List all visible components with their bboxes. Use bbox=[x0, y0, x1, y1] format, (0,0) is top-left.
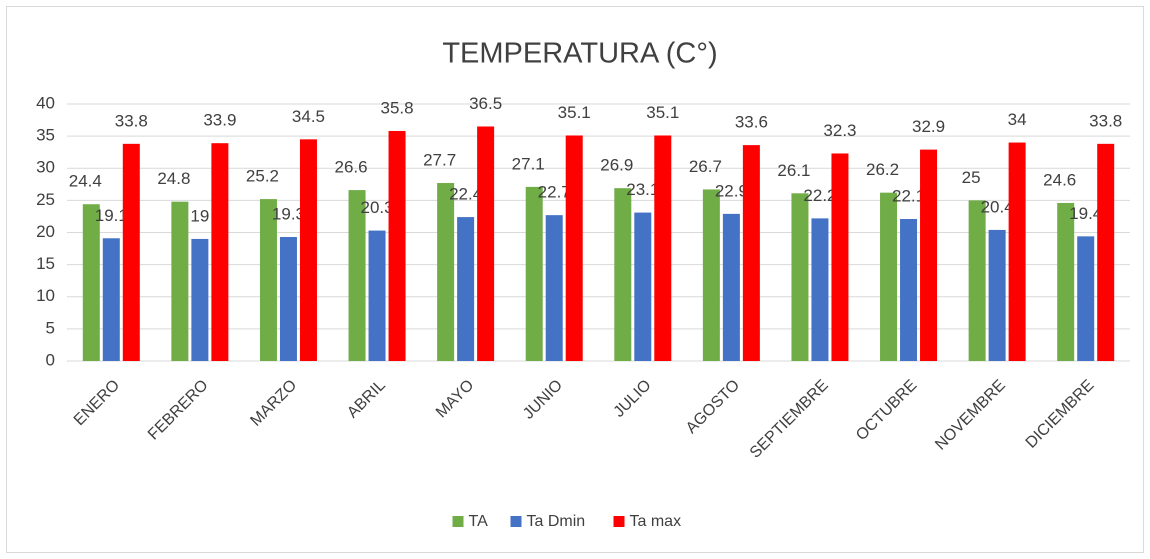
bar bbox=[634, 212, 652, 361]
bar bbox=[122, 143, 140, 361]
bar bbox=[880, 192, 898, 361]
y-tick-label: 0 bbox=[46, 350, 55, 369]
data-label: 25 bbox=[962, 168, 981, 187]
data-label: 36.5 bbox=[469, 94, 502, 113]
data-label: 19.3 bbox=[272, 204, 305, 223]
data-label: 25.2 bbox=[246, 167, 279, 186]
bar bbox=[920, 149, 938, 361]
data-label: 26.1 bbox=[777, 161, 810, 180]
data-label: 27.1 bbox=[512, 154, 545, 173]
data-label: 24.6 bbox=[1043, 170, 1076, 189]
bar bbox=[368, 230, 386, 361]
data-label: 33.8 bbox=[1089, 111, 1122, 130]
bar bbox=[702, 189, 720, 361]
bar bbox=[279, 236, 297, 361]
bar bbox=[171, 201, 189, 361]
bar bbox=[457, 217, 475, 361]
bar bbox=[191, 238, 209, 361]
bar bbox=[299, 139, 317, 361]
y-tick-label: 25 bbox=[36, 190, 55, 209]
bar bbox=[988, 229, 1006, 361]
data-label: 33.8 bbox=[115, 111, 148, 130]
y-tick-label: 20 bbox=[36, 222, 55, 241]
bar bbox=[811, 218, 829, 361]
bar bbox=[102, 238, 120, 361]
data-label: 33.6 bbox=[735, 113, 768, 132]
data-label: 20.3 bbox=[360, 198, 393, 217]
data-label: 20.4 bbox=[981, 197, 1014, 216]
data-label: 32.3 bbox=[823, 121, 856, 140]
bar bbox=[1008, 142, 1026, 361]
bar bbox=[968, 200, 986, 361]
bar bbox=[565, 135, 583, 361]
legend-label: Ta Dmin bbox=[527, 513, 586, 530]
data-label: 35.1 bbox=[646, 103, 679, 122]
legend-swatch bbox=[613, 516, 625, 527]
data-label: 32.9 bbox=[912, 117, 945, 136]
data-label: 34 bbox=[1008, 110, 1027, 129]
bar bbox=[654, 135, 672, 361]
data-label: 23.1 bbox=[626, 180, 659, 199]
y-tick-label: 10 bbox=[36, 286, 55, 305]
bar bbox=[614, 188, 632, 361]
data-label: 22.2 bbox=[803, 186, 836, 205]
data-label: 26.9 bbox=[600, 156, 633, 175]
bar bbox=[211, 143, 229, 361]
bar bbox=[477, 126, 495, 361]
data-label: 34.5 bbox=[292, 107, 325, 126]
y-tick-label: 30 bbox=[36, 158, 55, 177]
bar bbox=[722, 213, 740, 361]
y-tick-label: 15 bbox=[36, 254, 55, 273]
data-label: 26.6 bbox=[334, 158, 367, 177]
data-label: 26.2 bbox=[866, 160, 899, 179]
data-label: 22.7 bbox=[538, 183, 571, 202]
bar bbox=[1057, 202, 1075, 361]
bar bbox=[791, 193, 809, 361]
legend-label: TA bbox=[469, 513, 489, 530]
data-label: 22.9 bbox=[715, 181, 748, 200]
data-label: 26.7 bbox=[689, 157, 722, 176]
data-label: 24.4 bbox=[69, 172, 102, 191]
data-label: 22.1 bbox=[892, 186, 925, 205]
data-label: 22.4 bbox=[449, 185, 482, 204]
bar bbox=[900, 219, 918, 361]
bar bbox=[348, 190, 366, 361]
bar bbox=[259, 199, 277, 361]
bar bbox=[545, 215, 563, 361]
legend-label: Ta max bbox=[630, 513, 682, 530]
bar bbox=[1097, 143, 1115, 361]
bar bbox=[525, 186, 543, 361]
legend-swatch bbox=[452, 516, 464, 527]
data-label: 19.1 bbox=[95, 206, 128, 225]
y-tick-label: 35 bbox=[36, 126, 55, 145]
y-tick-label: 5 bbox=[46, 318, 55, 337]
bar bbox=[831, 153, 849, 361]
bar bbox=[437, 183, 455, 361]
data-label: 19 bbox=[190, 206, 209, 225]
data-label: 35.8 bbox=[380, 98, 413, 117]
bar bbox=[82, 204, 100, 361]
legend-swatch bbox=[510, 516, 522, 527]
data-label: 19.4 bbox=[1069, 204, 1102, 223]
bar bbox=[742, 145, 760, 361]
bar bbox=[388, 130, 406, 361]
data-label: 24.8 bbox=[157, 169, 190, 188]
data-label: 27.7 bbox=[423, 151, 456, 170]
chart-title: TEMPERATURA (C°) bbox=[442, 38, 717, 70]
y-tick-label: 40 bbox=[36, 93, 55, 112]
data-label: 35.1 bbox=[558, 103, 591, 122]
data-label: 33.9 bbox=[203, 111, 236, 130]
bar bbox=[1077, 236, 1095, 361]
